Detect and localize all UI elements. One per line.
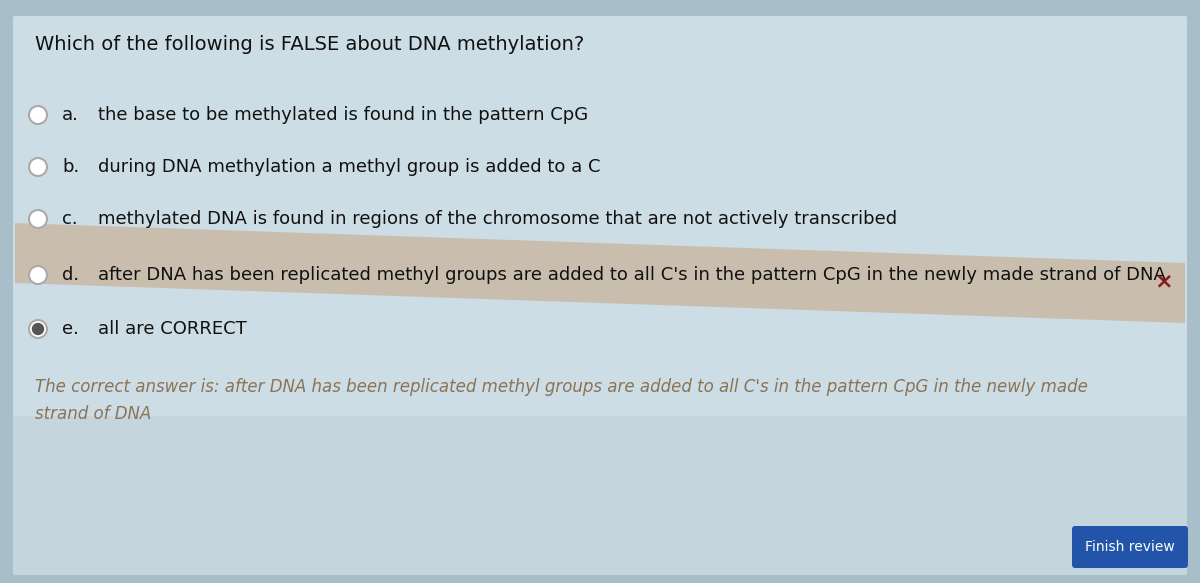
- Text: methylated DNA is found in regions of the chromosome that are not actively trans: methylated DNA is found in regions of th…: [98, 210, 898, 228]
- Text: b.: b.: [62, 158, 79, 176]
- Text: after DNA has been replicated methyl groups are added to all C's in the pattern : after DNA has been replicated methyl gro…: [98, 266, 1166, 284]
- Text: Finish review: Finish review: [1085, 540, 1175, 554]
- Text: during DNA methylation a methyl group is added to a C: during DNA methylation a methyl group is…: [98, 158, 600, 176]
- Text: c.: c.: [62, 210, 78, 228]
- Circle shape: [32, 324, 43, 335]
- Circle shape: [29, 158, 47, 176]
- FancyBboxPatch shape: [13, 416, 1187, 575]
- Text: ×: ×: [1154, 271, 1174, 291]
- Text: the base to be methylated is found in the pattern CpG: the base to be methylated is found in th…: [98, 106, 588, 124]
- Circle shape: [29, 210, 47, 228]
- Text: e.: e.: [62, 320, 79, 338]
- Circle shape: [29, 320, 47, 338]
- Text: a.: a.: [62, 106, 79, 124]
- Text: strand of DNA: strand of DNA: [35, 405, 151, 423]
- Circle shape: [29, 106, 47, 124]
- Circle shape: [29, 266, 47, 284]
- Text: all are CORRECT: all are CORRECT: [98, 320, 247, 338]
- Text: The correct answer is: after DNA has been replicated methyl groups are added to : The correct answer is: after DNA has bee…: [35, 378, 1088, 396]
- FancyBboxPatch shape: [1072, 526, 1188, 568]
- FancyBboxPatch shape: [13, 16, 1187, 420]
- Text: d.: d.: [62, 266, 79, 284]
- Text: Which of the following is FALSE about DNA methylation?: Which of the following is FALSE about DN…: [35, 35, 584, 54]
- Polygon shape: [14, 223, 1186, 323]
